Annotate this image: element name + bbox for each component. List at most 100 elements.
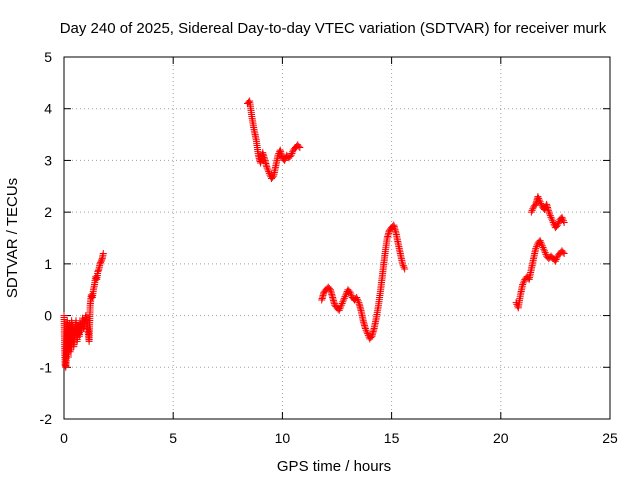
data-point (539, 243, 547, 251)
data-point (265, 169, 273, 177)
data-point (537, 200, 545, 208)
data-point (538, 201, 546, 209)
data-point (552, 256, 560, 264)
data-point (559, 215, 567, 223)
y-tick-label: 0 (44, 308, 52, 324)
data-point (362, 326, 370, 334)
y-tick-label: 1 (44, 256, 52, 272)
data-point (553, 254, 561, 262)
x-tick-label: 10 (275, 430, 291, 446)
data-point (363, 328, 371, 336)
data-point (338, 300, 346, 308)
data-point (528, 206, 536, 214)
data-point (399, 260, 407, 268)
data-point (342, 291, 350, 299)
data-point (535, 196, 543, 204)
data-point (536, 198, 544, 206)
data-point (548, 215, 556, 223)
y-tick-label: -2 (40, 411, 53, 427)
data-point (361, 325, 369, 332)
data-point (325, 284, 333, 292)
data-point (538, 242, 546, 250)
x-tick-label: 5 (169, 430, 177, 446)
data-point (560, 218, 568, 226)
chart-title: Day 240 of 2025, Sidereal Day-to-day VTE… (60, 20, 607, 37)
data-point (554, 219, 562, 227)
data-point (337, 301, 345, 309)
data-point (542, 250, 550, 258)
data-point (554, 221, 562, 229)
x-tick-label: 0 (60, 430, 68, 446)
y-tick-label: 4 (44, 101, 52, 117)
data-point (548, 217, 556, 225)
data-point (295, 142, 303, 150)
data-point (535, 194, 543, 202)
data-point (269, 173, 277, 181)
x-tick-label: 20 (493, 430, 509, 446)
data-point (296, 144, 304, 151)
segment-3 (318, 221, 409, 343)
segment-4 (512, 237, 568, 312)
data-point (537, 238, 545, 246)
data-point (94, 266, 102, 274)
data-point (546, 210, 554, 218)
data-point (399, 262, 407, 270)
data-point (559, 217, 567, 225)
data-point (536, 237, 544, 245)
data-point (339, 298, 347, 306)
data-point (340, 294, 348, 302)
y-tick-label: 5 (44, 49, 52, 65)
data-point (552, 222, 560, 230)
data-point (540, 247, 548, 255)
data-point (263, 164, 271, 172)
grid-lines (64, 57, 610, 419)
data-point (340, 296, 348, 304)
data-point (288, 150, 296, 158)
data-point (520, 277, 528, 285)
data-point (531, 202, 539, 210)
data-point (286, 153, 294, 161)
data-point (348, 292, 356, 300)
data-point (532, 243, 540, 251)
data-point (533, 241, 541, 249)
plot-frame (63, 56, 611, 420)
x-axis-ticks: 0 5 10 15 20 25 (60, 57, 618, 446)
data-point (401, 265, 409, 273)
data-point (347, 290, 355, 298)
data-point (353, 295, 361, 303)
data-point (346, 288, 354, 296)
data-points (60, 97, 568, 371)
data-point (540, 245, 548, 253)
data-point (335, 306, 343, 314)
data-point (558, 213, 566, 221)
y-tick-label: -1 (40, 359, 53, 375)
y-axis-label: SDTVAR / TECUs (4, 178, 21, 298)
data-point (99, 250, 107, 258)
data-point (345, 287, 353, 295)
y-tick-label: 3 (44, 152, 52, 168)
x-tick-label: 15 (384, 430, 400, 446)
data-point (545, 208, 553, 216)
data-point (281, 156, 289, 164)
segment-2 (243, 97, 304, 183)
data-point (551, 257, 559, 265)
data-point (541, 249, 549, 257)
data-point (546, 212, 554, 220)
data-point (555, 218, 563, 226)
data-point (287, 151, 295, 159)
data-point (336, 305, 344, 313)
data-point (549, 218, 557, 226)
data-point (337, 303, 345, 311)
data-point (264, 166, 272, 174)
data-point (367, 334, 375, 342)
data-point (529, 205, 537, 213)
data-point (353, 293, 361, 301)
data-point (519, 279, 527, 287)
data-point (532, 244, 540, 252)
data-point (527, 208, 535, 216)
data-point (538, 240, 546, 248)
data-point (519, 281, 527, 289)
y-tick-label: 2 (44, 204, 52, 220)
data-point (341, 293, 349, 301)
